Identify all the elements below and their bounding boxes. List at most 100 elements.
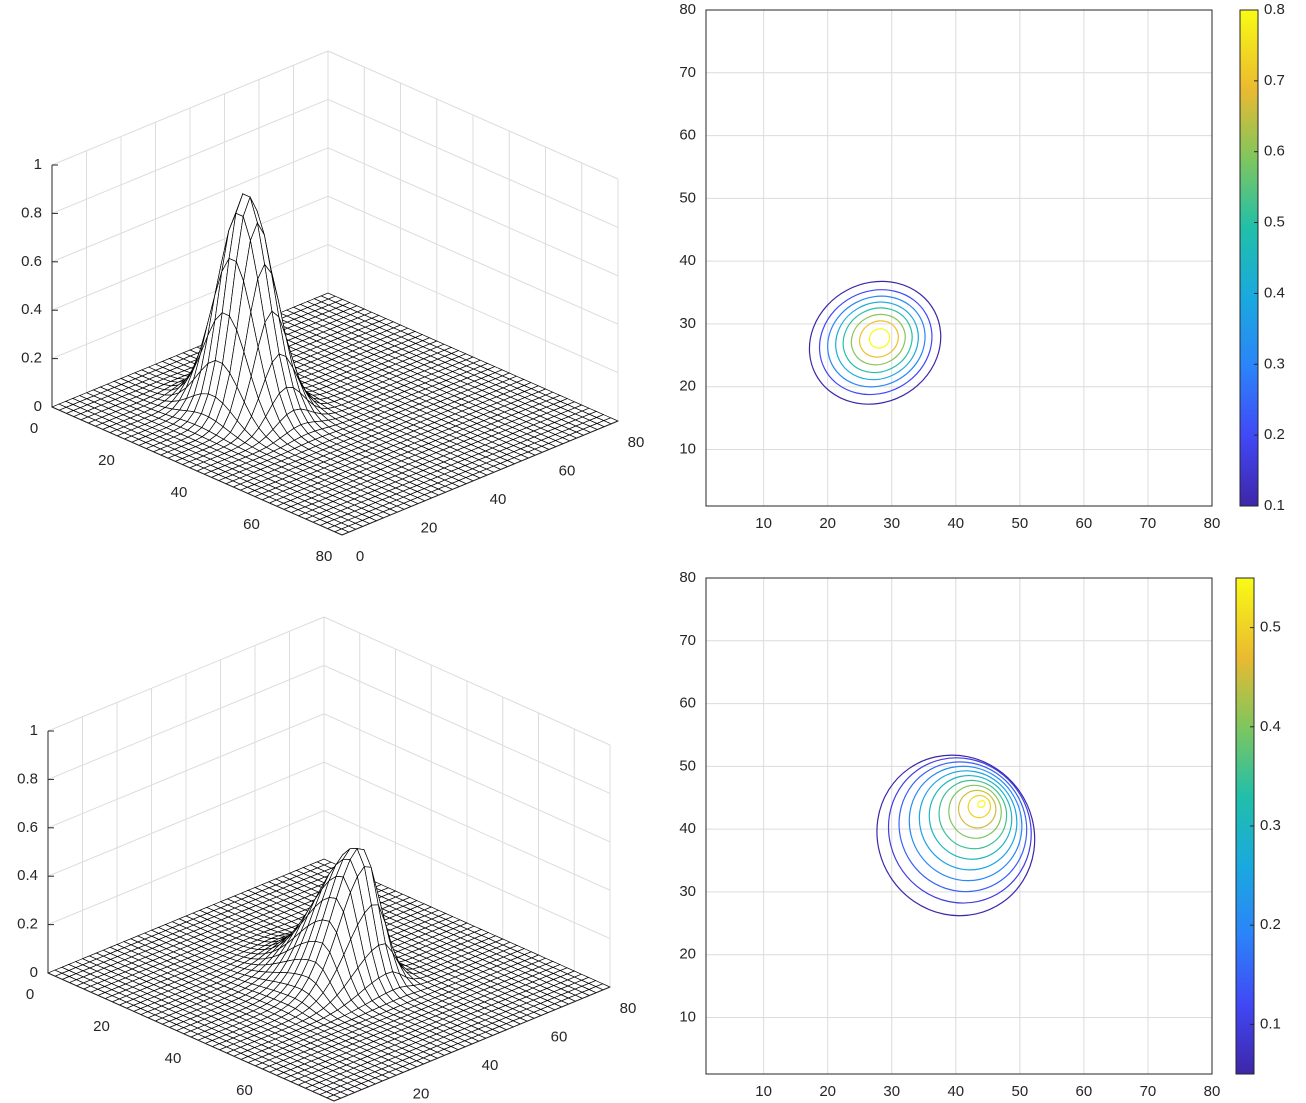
contour-line [818,289,933,396]
grid-line [323,664,611,794]
z-tick-label: 0.8 [17,770,38,787]
y-tick-label: 30 [679,315,696,332]
y-tick-label: 70 [679,64,696,81]
x-tick-label: 40 [171,484,188,501]
z-tick-label: 0.6 [17,819,38,836]
z-tick-label: 0.2 [21,350,42,367]
contour-line [898,761,1028,893]
x-tick-label: 40 [165,1050,182,1067]
y-tick-label: 40 [679,252,696,269]
grid-line [323,810,611,940]
grid-line [47,810,325,926]
y-tick-label: 10 [679,1008,696,1025]
contour-line [808,280,942,405]
x-axis-line [47,972,335,1102]
grid-line [51,50,329,166]
contour-line [928,774,1013,860]
contour-plot-top: 10 20 30 40 50 60 70 80 10 20 30 40 50 60 70 80 0.1 0.2 0.… [679,1,1285,532]
contour-line [887,757,1032,904]
y-tick-label: 20 [421,519,438,536]
x-tick-label: 80 [316,548,333,565]
x-tick-label: 20 [93,1018,110,1035]
y-tick-label: 80 [679,569,696,586]
plot-frame [705,577,1213,1075]
z-tick-label: 1 [30,722,38,739]
grid-line [51,98,329,214]
surface-mesh [47,847,611,1102]
x-tick-label: 20 [819,1083,836,1100]
x-tick-label: 80 [1204,1083,1221,1100]
y-tick-label: 10 [679,440,696,457]
colorbar-tick-label: 0.5 [1264,214,1285,231]
y-tick-label: 20 [679,378,696,395]
contour-line [858,320,899,358]
y-axis-line [333,986,611,1102]
contour-plot-bottom: 10 20 30 40 50 60 70 80 10 20 30 40 50 60 70 80 0.1 0.2 0.… [679,569,1281,1100]
colorbar-tick-label: 0.3 [1260,817,1281,834]
grid-line [327,50,619,180]
colorbar-tick-label: 0.4 [1260,718,1281,735]
colorbar-tick-label: 0.3 [1264,355,1285,372]
surface-mesh [51,193,619,536]
colorbar [1239,9,1259,507]
x-tick-label: 10 [755,515,772,532]
z-tick-label: 0.8 [21,204,42,221]
x-tick-label: 30 [883,1083,900,1100]
y-tick-label: 40 [679,820,696,837]
grid-line [51,195,329,311]
x-axis-line [51,406,343,536]
contour-line [835,301,919,381]
y-tick-label: 20 [413,1085,430,1102]
contour-line [918,770,1018,871]
colorbar-tick-label: 0.1 [1264,497,1285,514]
x-tick-label: 20 [98,452,115,469]
contour-line [868,328,891,349]
plot-frame [705,9,1213,507]
z-tick-label: 0.2 [17,916,38,933]
x-tick-label: 50 [1012,515,1029,532]
colorbar-tick-label: 0.7 [1264,72,1285,89]
x-tick-label: 50 [1012,1083,1029,1100]
grid-line [327,195,619,325]
y-tick-label: 0 [356,548,364,565]
x-tick-label: 60 [1076,515,1093,532]
x-tick-label: 20 [819,515,836,532]
colorbar-tick-label: 0.5 [1260,619,1281,636]
x-tick-label: 40 [947,515,964,532]
grid-line [47,664,325,780]
grid-line [323,616,611,746]
contour-line [967,794,992,819]
y-tick-label: 20 [679,946,696,963]
z-tick-label: 0.6 [21,253,42,270]
colorbar-tick-label: 0.2 [1260,916,1281,933]
x-tick-label: 40 [947,1083,964,1100]
grid-line [323,713,611,843]
z-tick-label: 0.4 [21,301,42,318]
colorbar-tick-label: 0.6 [1264,143,1285,160]
grid-line [47,761,325,877]
x-tick-label: 70 [1140,515,1157,532]
z-tick-label: 0.4 [17,867,38,884]
z-tick-label: 1 [34,156,42,173]
contour-line [957,789,997,829]
contour-line [827,295,926,388]
y-tick-label: 40 [482,1057,499,1074]
y-tick-label: 70 [679,632,696,649]
x-tick-label: 0 [30,420,38,437]
contour-line [977,800,986,809]
contour-line [938,779,1008,850]
y-axis-line [341,420,619,536]
grid-line [47,616,325,732]
y-tick-label: 60 [679,127,696,144]
surface-plot-top: 0 0.2 0.4 0.6 0.8 1 0 20 40 60 80 0 20 40 60 80 [21,50,645,565]
grid-line [47,713,325,829]
grid-line [327,147,619,277]
y-tick-label: 50 [679,189,696,206]
y-tick-label: 80 [679,1,696,18]
x-tick-label: 60 [243,516,260,533]
y-tick-label: 60 [679,695,696,712]
plot-area [705,577,1213,1075]
y-tick-label: 80 [628,434,645,451]
y-tick-label: 40 [490,491,507,508]
